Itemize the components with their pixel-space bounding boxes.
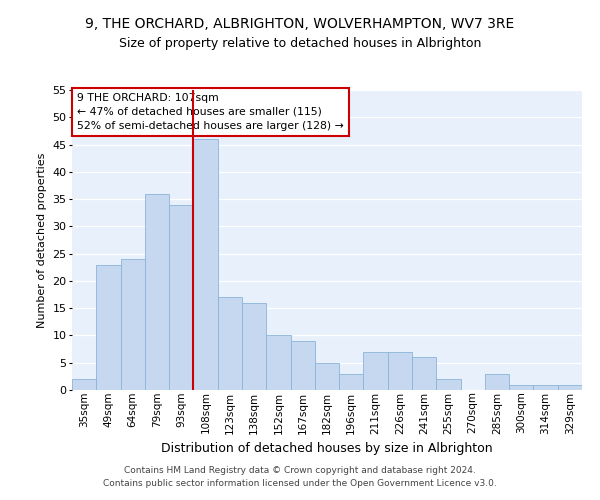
Bar — [242, 302, 266, 390]
Text: Size of property relative to detached houses in Albrighton: Size of property relative to detached ho… — [119, 38, 481, 51]
Bar — [436, 379, 461, 390]
X-axis label: Distribution of detached houses by size in Albrighton: Distribution of detached houses by size … — [161, 442, 493, 455]
Text: Contains HM Land Registry data © Crown copyright and database right 2024.
Contai: Contains HM Land Registry data © Crown c… — [103, 466, 497, 487]
Bar — [533, 384, 558, 390]
Bar — [388, 352, 412, 390]
Bar — [364, 352, 388, 390]
Bar — [339, 374, 364, 390]
Bar — [145, 194, 169, 390]
Text: 9, THE ORCHARD, ALBRIGHTON, WOLVERHAMPTON, WV7 3RE: 9, THE ORCHARD, ALBRIGHTON, WOLVERHAMPTO… — [85, 18, 515, 32]
Y-axis label: Number of detached properties: Number of detached properties — [37, 152, 47, 328]
Bar — [218, 298, 242, 390]
Bar — [193, 139, 218, 390]
Bar — [290, 341, 315, 390]
Bar — [72, 379, 96, 390]
Bar — [121, 259, 145, 390]
Bar — [485, 374, 509, 390]
Bar — [266, 336, 290, 390]
Bar — [558, 384, 582, 390]
Bar — [509, 384, 533, 390]
Bar — [315, 362, 339, 390]
Bar — [412, 358, 436, 390]
Bar — [96, 264, 121, 390]
Text: 9 THE ORCHARD: 107sqm
← 47% of detached houses are smaller (115)
52% of semi-det: 9 THE ORCHARD: 107sqm ← 47% of detached … — [77, 93, 344, 131]
Bar — [169, 204, 193, 390]
